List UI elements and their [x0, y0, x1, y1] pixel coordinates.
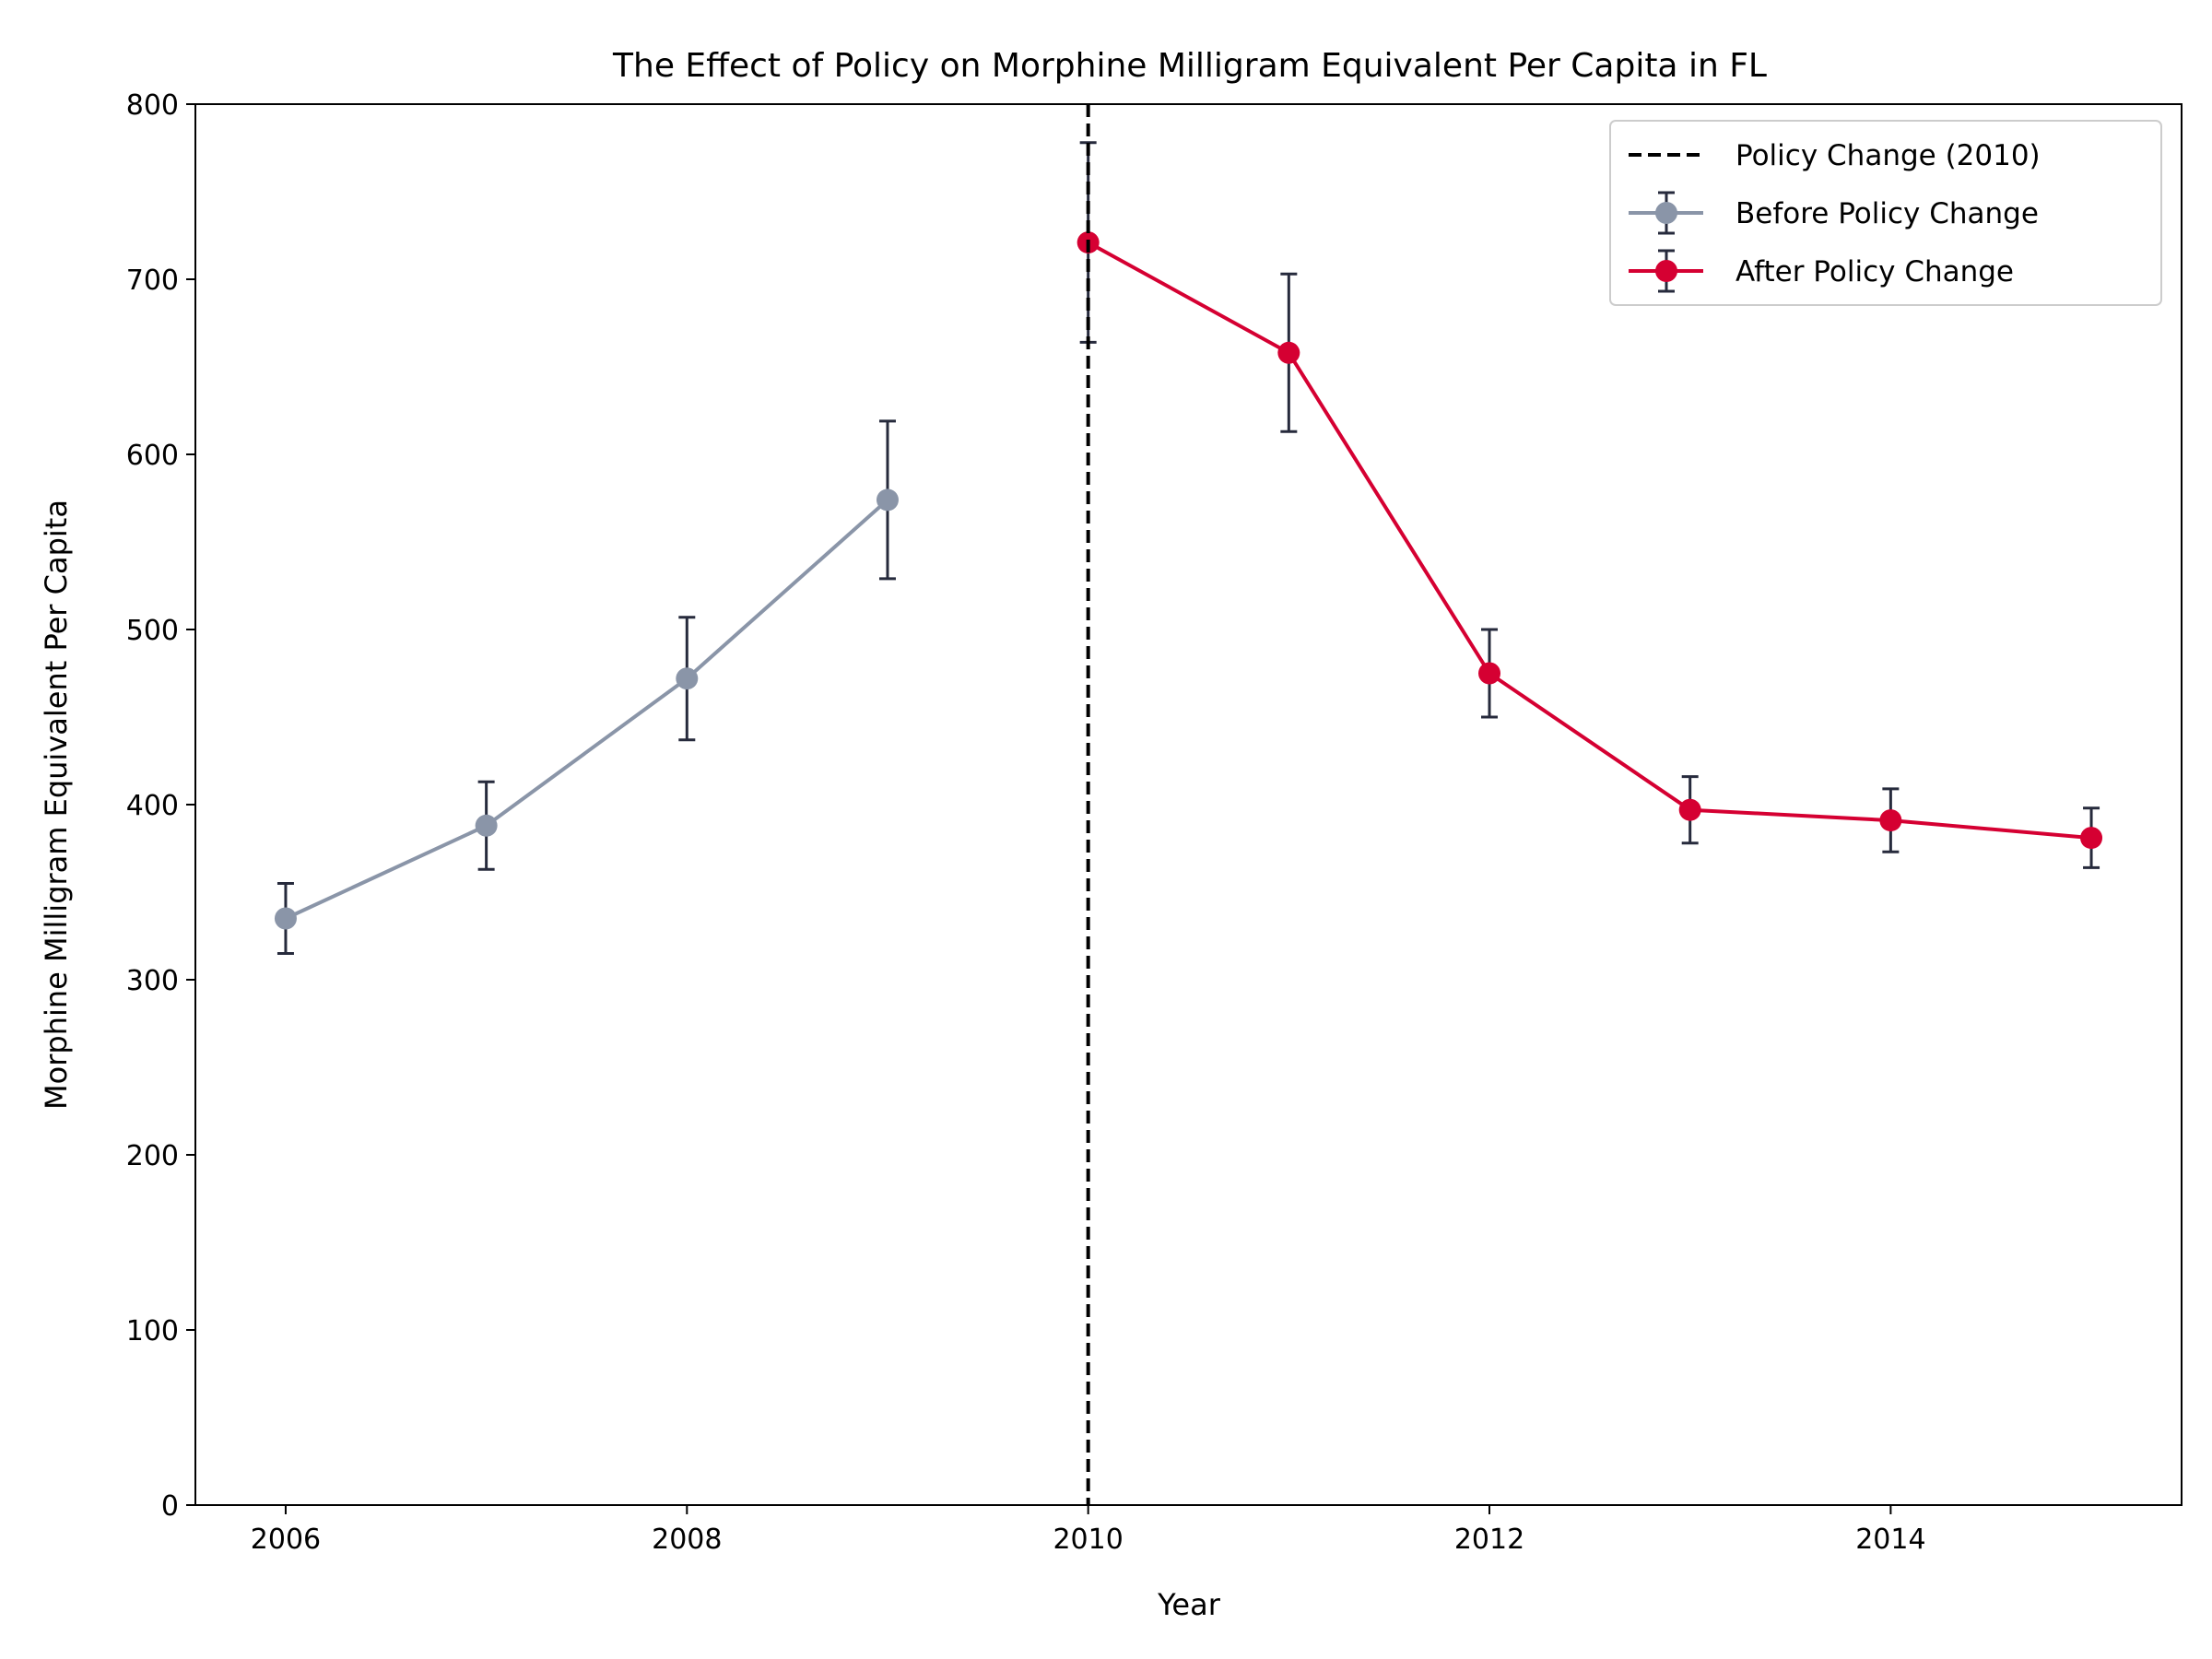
x-tick-label-2006: 2006	[251, 1524, 321, 1556]
y-tick-label-500: 500	[126, 615, 179, 647]
data-point-1-2015	[2080, 827, 2103, 850]
series-line-1	[1087, 241, 2092, 841]
x-tick-label-2008: 2008	[652, 1524, 722, 1556]
data-point-0-2007	[475, 814, 498, 837]
x-tick-label-2010: 2010	[1053, 1524, 1123, 1556]
x-tick-label-2012: 2012	[1454, 1524, 1524, 1556]
x-axis-label: Year	[1157, 1587, 1221, 1622]
chart-title: The Effect of Policy on Morphine Milligr…	[612, 47, 1767, 85]
y-axis-label: Morphine Milligram Equivalent Per Capita	[39, 500, 74, 1110]
x-tick-label-2014: 2014	[1855, 1524, 1925, 1556]
data-point-0-2006	[274, 907, 297, 930]
data-point-1-2014	[1879, 809, 1902, 832]
y-tick-label-400: 400	[126, 790, 179, 822]
data-point-0-2009	[876, 488, 899, 512]
y-tick-label-600: 600	[126, 440, 179, 472]
y-tick-label-100: 100	[126, 1315, 179, 1347]
series-1	[1077, 141, 2103, 869]
axes: 2006 2008 2010 2012 2014 0 100 200 300 400 500 600 7…	[126, 89, 1926, 1556]
legend-label-policy: Policy Change (2010)	[1735, 139, 2041, 172]
legend: Policy Change (2010) Before Policy Change…	[1609, 120, 2162, 306]
legend-marker-1	[1655, 260, 1677, 282]
y-tick-label-0: 0	[161, 1490, 179, 1523]
legend-box	[1609, 120, 2162, 306]
y-tick-label-800: 800	[126, 89, 179, 122]
data-point-1-2012	[1478, 662, 1501, 685]
data-point-0-2008	[676, 667, 699, 690]
series-0	[274, 419, 899, 955]
y-tick-label-300: 300	[126, 965, 179, 997]
legend-label-0: Before Policy Change	[1735, 197, 2039, 230]
plot-area	[274, 104, 2103, 1505]
y-tick-label-200: 200	[126, 1140, 179, 1172]
legend-marker-0	[1655, 202, 1677, 224]
y-tick-label-700: 700	[126, 265, 179, 297]
series-line-0	[285, 498, 889, 921]
data-point-1-2011	[1277, 341, 1300, 364]
data-point-1-2013	[1678, 798, 1701, 821]
legend-label-1: After Policy Change	[1735, 255, 2014, 288]
